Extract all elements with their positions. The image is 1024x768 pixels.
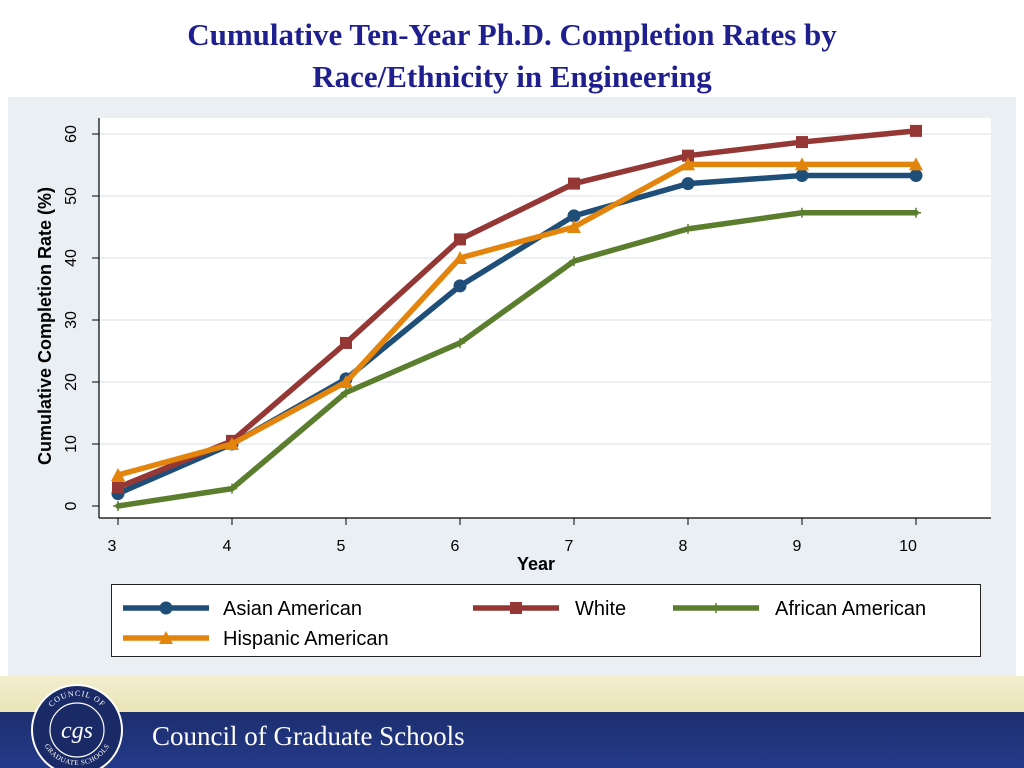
y-tick-label-60: 60: [63, 125, 80, 143]
y-tick-label-40: 40: [63, 249, 80, 267]
legend-item-hispanic-american: Hispanic American: [121, 627, 421, 650]
slide-title-line-2: Race/Ethnicity in Engineering: [312, 59, 712, 94]
point-hispanic-american-7: [567, 220, 581, 233]
plot-area: [99, 118, 991, 518]
series-line-african-american: [115, 209, 919, 509]
point-hispanic-american-3: [111, 468, 125, 481]
x-tick-label-4: 4: [223, 538, 232, 555]
y-axis-title: Cumulative Completion Rate (%): [35, 187, 55, 465]
y-tick-label-10: 10: [63, 435, 80, 453]
x-tick-label-3: 3: [108, 538, 117, 555]
point-white-8: [682, 149, 694, 162]
point-african-american-4: [227, 483, 237, 494]
series-line-hispanic-american: [115, 161, 919, 478]
legend-item-white: White: [471, 597, 661, 620]
point-hispanic-american-8: [681, 157, 695, 171]
legend-label-african-american: African American: [775, 598, 927, 620]
point-asian-american-9: [795, 169, 809, 183]
point-african-american-9: [797, 207, 807, 218]
legend-label-white: White: [575, 598, 627, 620]
y-tick-label-0: 0: [63, 501, 80, 510]
legend-swatch-asian-american: [123, 601, 209, 615]
point-african-american-3: [113, 501, 123, 511]
point-hispanic-american-5: [339, 375, 353, 388]
legend-label-asian-american: Asian American: [223, 598, 362, 620]
point-white-9: [796, 136, 808, 149]
cgs-seal-logo: cgs COUNCIL OF GRADUATE SCHOOLS: [31, 684, 123, 768]
x-axis-title: Year: [517, 554, 555, 574]
point-white-6: [454, 233, 466, 246]
point-white-3: [112, 481, 124, 494]
legend-marker-white: [510, 602, 522, 614]
legend-label-hispanic-american: Hispanic American: [223, 628, 389, 650]
point-hispanic-american-10: [909, 157, 923, 171]
footer-bar: [0, 712, 1024, 768]
legend-marker-hispanic-american: [159, 631, 173, 644]
x-tick-label-7: 7: [565, 538, 574, 555]
legend-marker-african-american: [711, 603, 721, 613]
point-african-american-8: [683, 223, 693, 234]
legend-swatch-white: [473, 602, 559, 614]
point-hispanic-american-4: [225, 437, 239, 450]
slide-title-line-1: Cumulative Ten-Year Ph.D. Completion Rat…: [187, 17, 837, 52]
legend-swatch-african-american: [673, 603, 759, 613]
point-hispanic-american-9: [795, 157, 809, 171]
footer-accent-band: [0, 676, 1024, 716]
legend-swatch-hispanic-american: [123, 631, 209, 644]
x-tick-label-6: 6: [451, 538, 460, 555]
chart-legend: Asian American White African American Hispa…: [111, 584, 981, 657]
x-tick-label-10: 10: [899, 538, 917, 555]
point-african-american-10: [911, 207, 921, 218]
legend-item-african-american: African American: [671, 597, 971, 620]
y-tick-label-30: 30: [63, 311, 80, 329]
point-hispanic-american-6: [453, 251, 467, 264]
legend-marker-asian-american: [159, 601, 173, 615]
point-african-american-7: [569, 256, 579, 267]
point-african-american-6: [455, 337, 465, 348]
point-asian-american-8: [681, 177, 695, 191]
legend-item-asian-american: Asian American: [121, 597, 421, 620]
point-white-5: [340, 336, 352, 349]
footer-organization-name: Council of Graduate Schools: [152, 721, 465, 751]
point-asian-american-6: [453, 279, 467, 293]
point-white-10: [910, 124, 922, 137]
slide-title: Cumulative Ten-Year Ph.D. Completion Rat…: [0, 14, 1024, 98]
point-african-american-5: [341, 387, 351, 398]
point-asian-american-10: [909, 169, 923, 183]
y-tick-label-20: 20: [63, 373, 80, 391]
point-asian-american-7: [567, 209, 581, 223]
x-tick-label-5: 5: [337, 538, 346, 555]
series-line-white: [115, 128, 919, 491]
y-tick-label-50: 50: [63, 187, 80, 205]
svg-text:cgs: cgs: [61, 718, 93, 744]
point-white-7: [568, 177, 580, 190]
x-tick-label-8: 8: [679, 538, 688, 555]
x-tick-label-9: 9: [793, 538, 802, 555]
